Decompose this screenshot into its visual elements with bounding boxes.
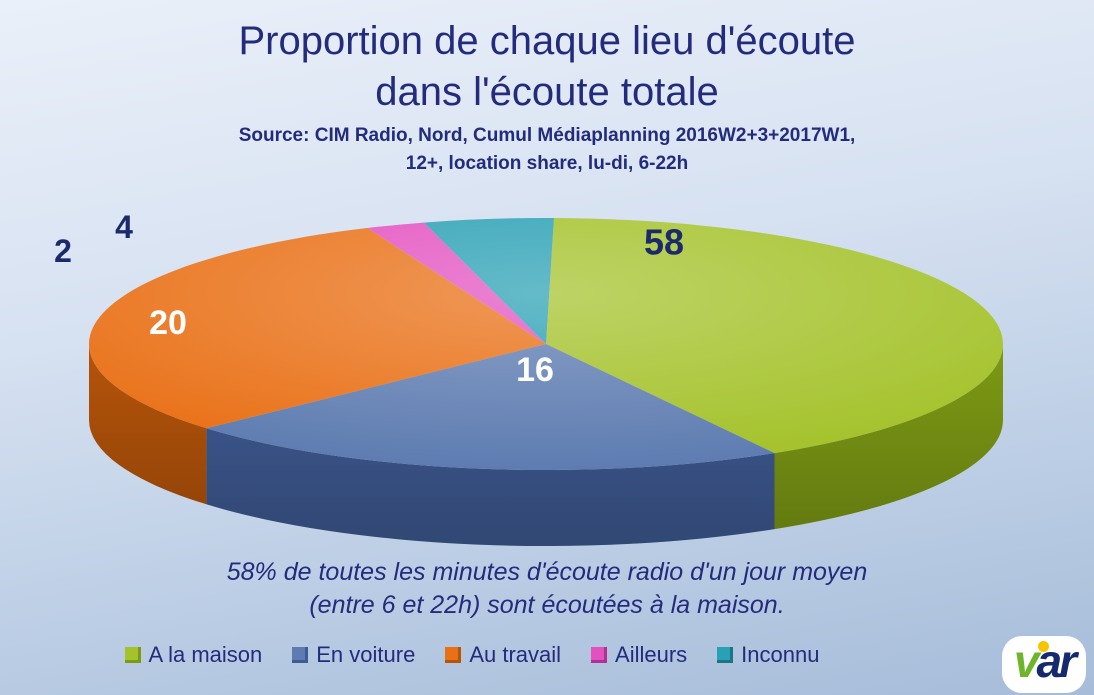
legend-item-en-voiture[interactable]: En voiture	[292, 642, 415, 668]
pie-gloss	[89, 218, 1003, 470]
legend-label-en-voiture: En voiture	[316, 642, 416, 667]
chart-title-line1: Proportion de chaque lieu d'écoute	[238, 19, 856, 63]
legend-item-a-la-maison[interactable]: A la maison	[124, 642, 263, 668]
pie-rim-shading	[89, 344, 1003, 546]
legend-swatch-au-travail	[445, 647, 462, 663]
value-label-inconnu: 4	[115, 209, 133, 245]
value-label-ailleurs: 2	[54, 233, 72, 269]
legend-label-au-travail: Au travail	[469, 642, 562, 667]
legend-item-inconnu[interactable]: Inconnu	[717, 642, 819, 668]
chart-source: Source: CIM Radio, Nord, Cumul Médiaplan…	[0, 122, 1094, 177]
legend-swatch-en-voiture	[292, 647, 309, 663]
chart-annotation: 58% de toutes les minutes d'écoute radio…	[0, 556, 1094, 622]
chart-annotation-line1: 58% de toutes les minutes d'écoute radio…	[226, 558, 868, 586]
chart-source-line1: Source: CIM Radio, Nord, Cumul Médiaplan…	[238, 125, 856, 146]
value-label-a-la-maison: 58	[644, 222, 684, 263]
chart-title: Proportion de chaque lieu d'écoute dans …	[0, 16, 1094, 118]
legend-label-ailleurs: Ailleurs	[615, 642, 688, 667]
value-label-en-voiture: 16	[516, 351, 554, 389]
var-logo-dot-icon	[1037, 641, 1049, 653]
chart-annotation-line2: (entre 6 et 22h) sont écoutées à la mais…	[309, 591, 785, 619]
legend-label-inconnu: Inconnu	[741, 642, 820, 667]
chart-title-line2: dans l'écoute totale	[375, 70, 719, 115]
legend-swatch-inconnu	[717, 647, 734, 663]
var-logo: var	[1001, 635, 1086, 693]
legend-item-au-travail[interactable]: Au travail	[445, 642, 561, 668]
var-logo-v: v	[1013, 635, 1040, 688]
chart-source-line2: 12+, location share, lu-di, 6-22h	[405, 152, 689, 174]
legend-label-a-la-maison: A la maison	[148, 642, 263, 667]
legend-item-ailleurs[interactable]: Ailleurs	[591, 642, 687, 668]
legend-swatch-ailleurs	[591, 647, 608, 663]
value-label-au-travail: 20	[149, 304, 187, 342]
legend-swatch-a-la-maison	[124, 647, 141, 663]
chart-legend: A la maison En voiture Au travail Ailleurs I…	[0, 642, 944, 668]
